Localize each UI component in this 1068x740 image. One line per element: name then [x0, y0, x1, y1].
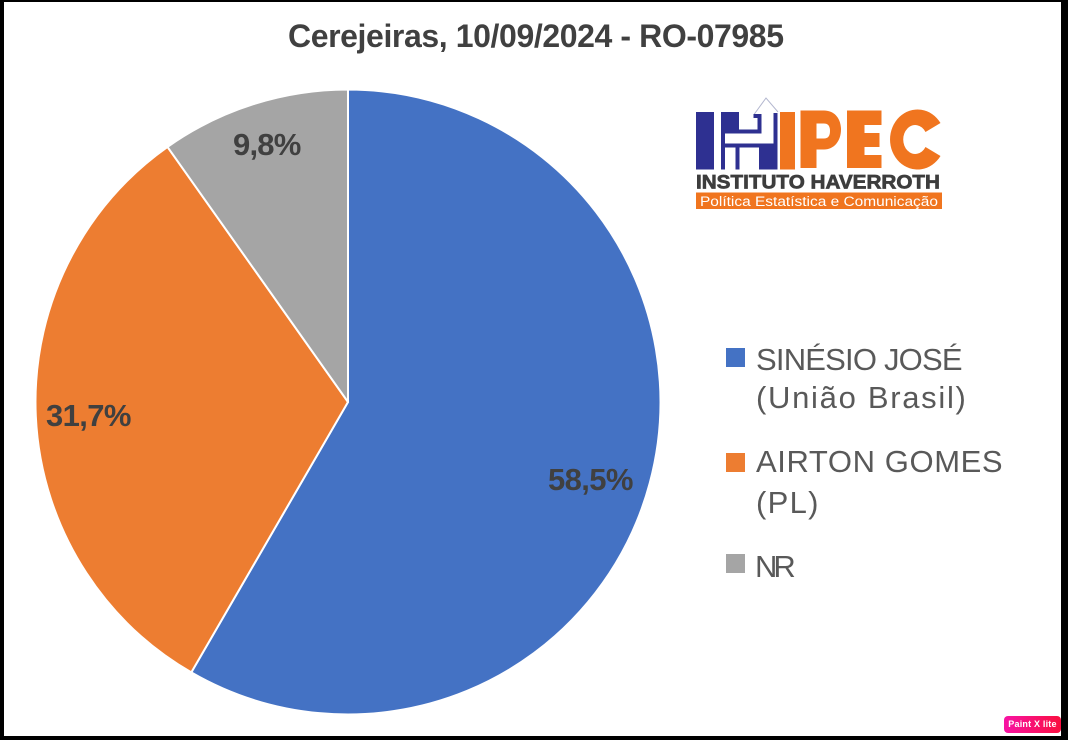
svg-text:INSTITUTO HAVERROTH: INSTITUTO HAVERROTH	[696, 173, 940, 194]
svg-text:Política Estatística e Comunic: Política Estatística e Comunicação	[700, 194, 938, 209]
